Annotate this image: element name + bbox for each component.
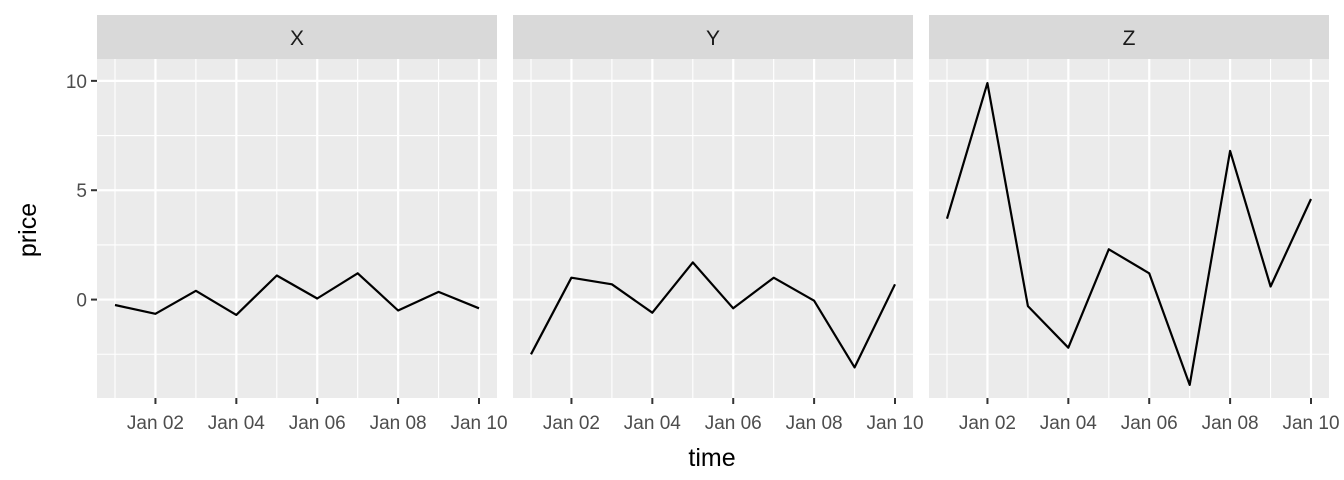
facet-panel-y: Y Jan 02 Jan 04 Jan 06 Jan 08 Jan 10 xyxy=(513,15,924,434)
x-tick-label: Jan 04 xyxy=(624,413,681,434)
series-line-y xyxy=(530,261,896,369)
panels-layer: X Jan 02 Jan 04 Jan 06 Jan 08 Jan 10 Y Jan 02 Ja… xyxy=(97,15,1340,434)
series-line-z xyxy=(945,81,1312,386)
y-tick-label: 0 xyxy=(76,291,87,312)
facet-panel-z: Z Jan 02 Jan 04 Jan 06 Jan 08 Jan 10 xyxy=(929,15,1340,434)
panel-background xyxy=(929,59,1329,398)
x-tick-label: Jan 02 xyxy=(959,413,1016,434)
facet-strip xyxy=(513,15,913,59)
x-tick-label: Jan 08 xyxy=(786,413,843,434)
x-tick-label: Jan 04 xyxy=(208,413,265,434)
facet-label: Y xyxy=(706,27,720,50)
x-tick-label: Jan 10 xyxy=(450,413,507,434)
facet-strip xyxy=(97,15,497,59)
x-tick-label: Jan 02 xyxy=(127,413,184,434)
x-tick-label: Jan 06 xyxy=(705,413,762,434)
panel-background xyxy=(513,59,913,398)
facet-label: Z xyxy=(1123,27,1136,50)
x-tick-label: Jan 02 xyxy=(543,413,600,434)
y-axis: 0 5 10 xyxy=(66,72,97,312)
x-tick-label: Jan 08 xyxy=(1202,413,1259,434)
x-tick-label: Jan 04 xyxy=(1040,413,1097,434)
facet-label: X xyxy=(290,27,304,50)
x-tick-label: Jan 06 xyxy=(289,413,346,434)
x-tick-label: Jan 10 xyxy=(866,413,923,434)
facet-strip xyxy=(929,15,1329,59)
series-line-x xyxy=(114,272,480,316)
x-tick-label: Jan 08 xyxy=(370,413,427,434)
y-tick-label: 10 xyxy=(66,72,87,93)
panel-background xyxy=(97,59,497,398)
x-axis-title: time xyxy=(688,444,735,472)
facet-panel-x: X Jan 02 Jan 04 Jan 06 Jan 08 Jan 10 xyxy=(97,15,508,434)
y-axis-title: price xyxy=(14,203,42,257)
x-tick-label: Jan 10 xyxy=(1282,413,1339,434)
y-tick-label: 5 xyxy=(76,181,87,202)
x-tick-label: Jan 06 xyxy=(1121,413,1178,434)
